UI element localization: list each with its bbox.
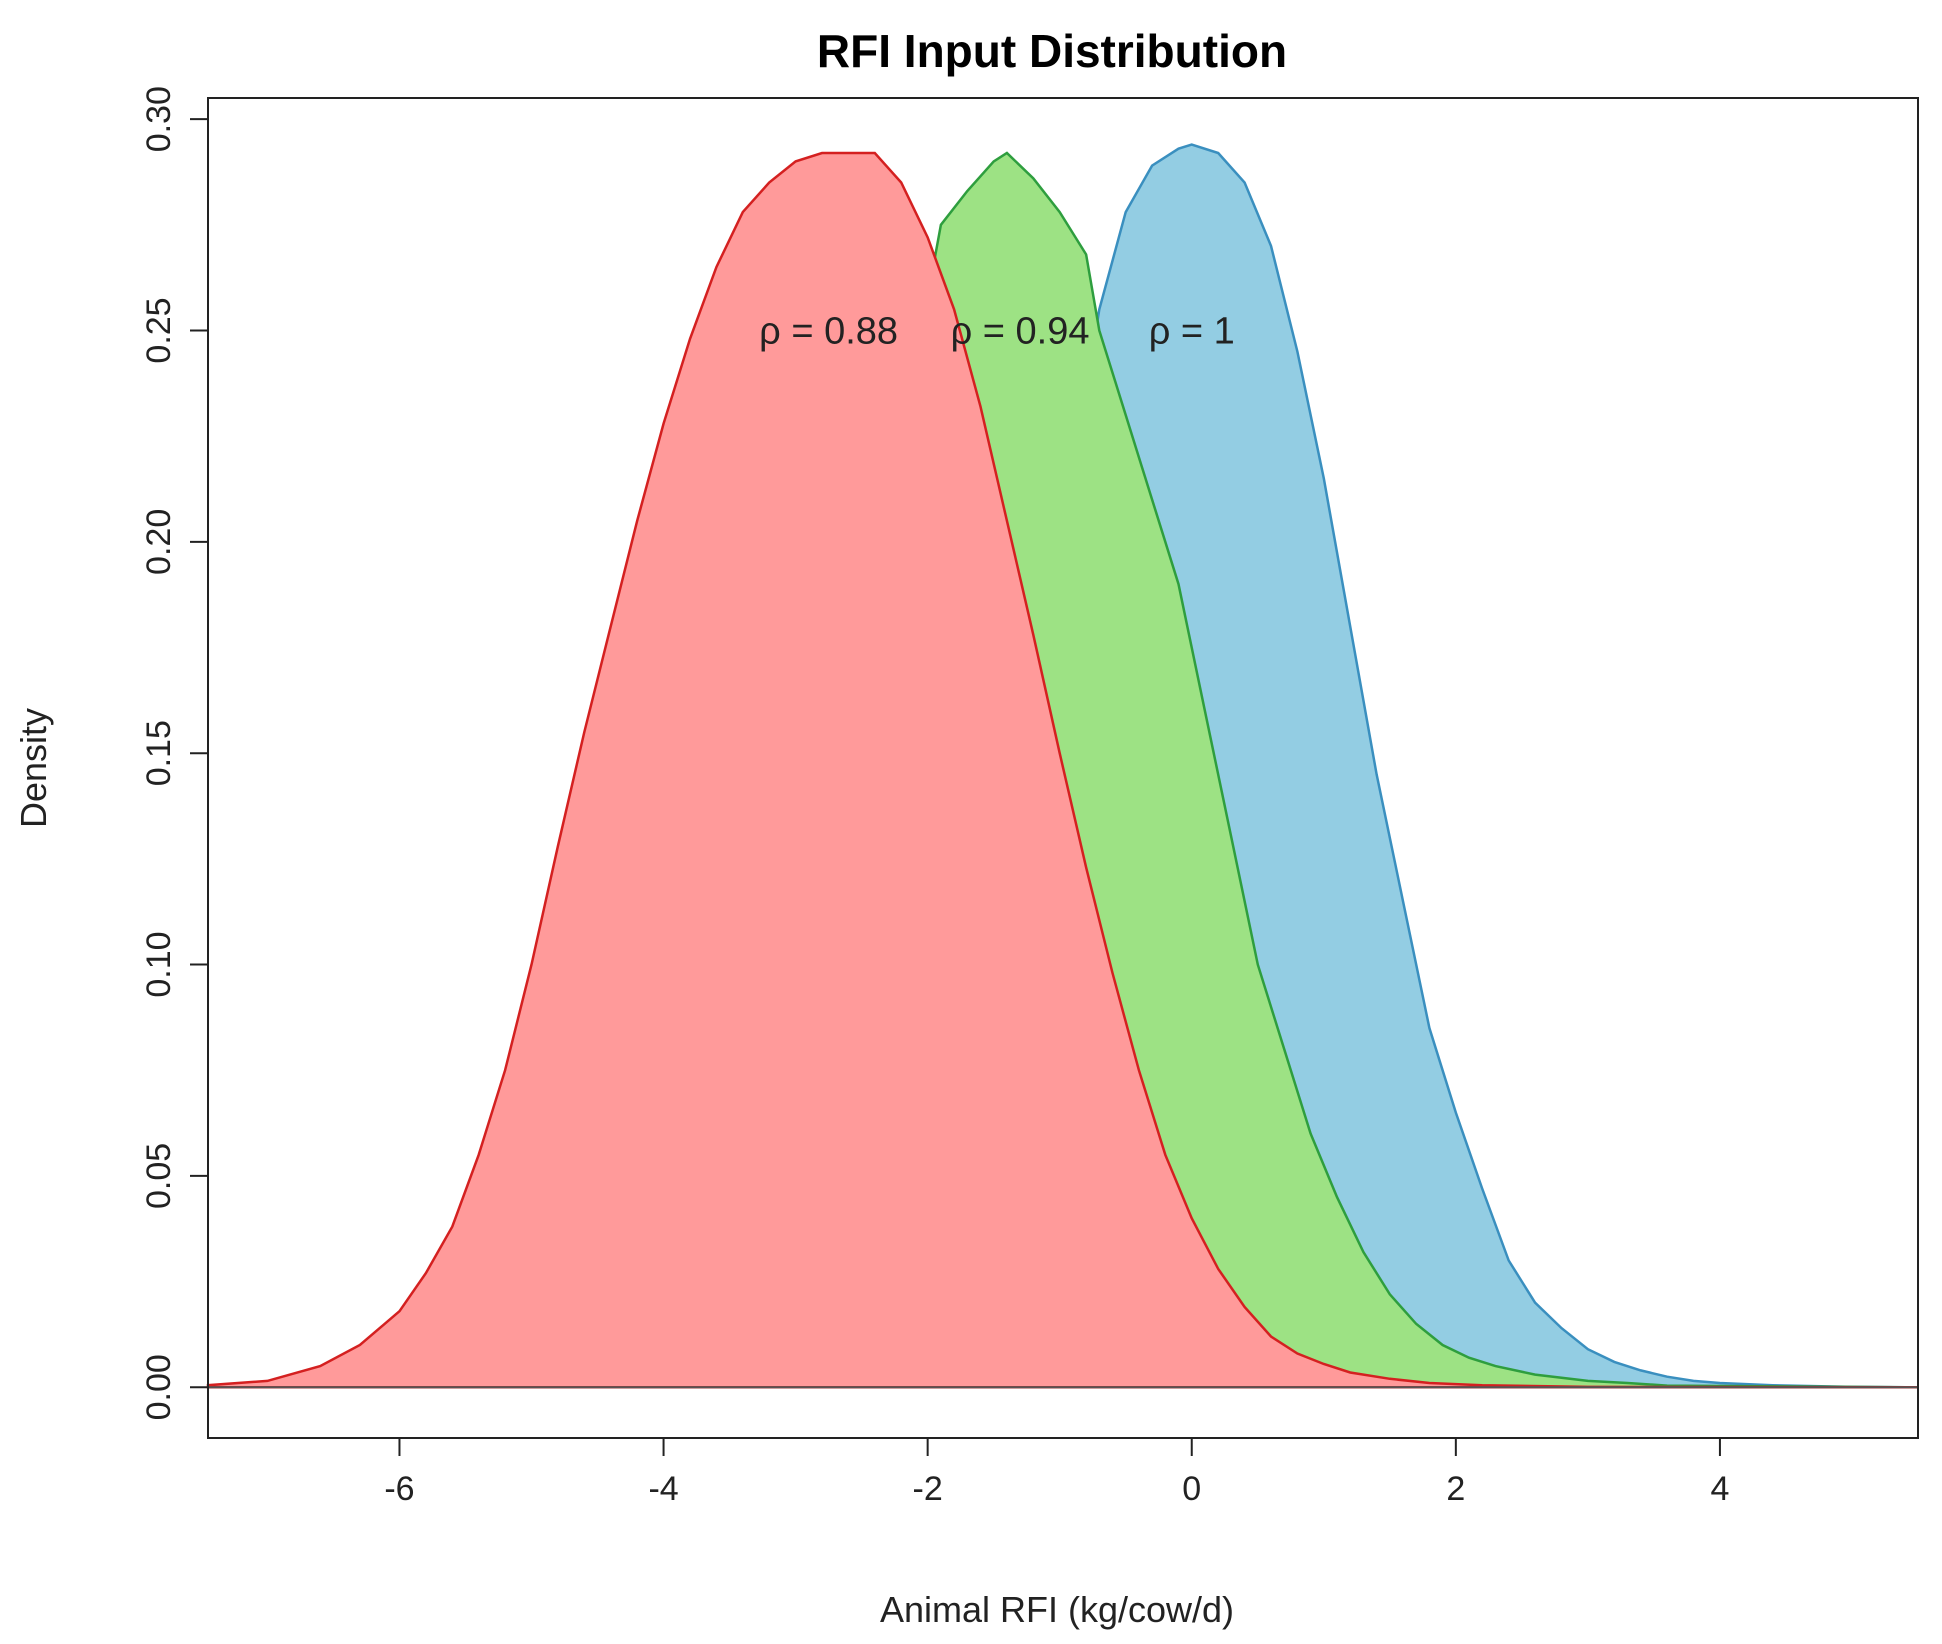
x-tick-label: -2: [913, 1470, 943, 1508]
annotation-rho-3: ρ = 1: [1149, 310, 1235, 352]
y-axis-label: Density: [13, 708, 54, 828]
y-tick-label: 0.20: [140, 509, 178, 575]
x-tick-label: 4: [1710, 1470, 1729, 1508]
y-tick-label: 0.05: [140, 1143, 178, 1209]
density-area-red: [206, 151, 1919, 1389]
y-tick-label: 0.00: [140, 1354, 178, 1420]
chart-title: RFI Input Distribution: [817, 25, 1287, 77]
annotation-layer: ρ = 0.88 ρ = 0.94 ρ = 1: [759, 310, 1235, 352]
x-tick-label: 2: [1446, 1470, 1465, 1508]
x-tick-label: -6: [384, 1470, 414, 1508]
series-layer: [206, 143, 1919, 1389]
y-tick-label: 0.15: [140, 720, 178, 786]
y-tick-label: 0.10: [140, 931, 178, 997]
y-tick-label: 0.25: [140, 297, 178, 363]
annotation-rho-2: ρ = 0.94: [951, 310, 1090, 352]
x-axis: -6 -4 -2 0 2 4: [384, 1437, 1729, 1508]
annotation-rho-1: ρ = 0.88: [759, 310, 898, 352]
y-tick-label: 0.30: [140, 86, 178, 152]
x-tick-label: -4: [648, 1470, 678, 1508]
x-tick-label: 0: [1182, 1470, 1201, 1508]
x-axis-label: Animal RFI (kg/cow/d): [880, 1589, 1234, 1630]
y-axis: 0.00 0.05 0.10 0.15 0.20 0.25 0.30: [140, 86, 209, 1420]
